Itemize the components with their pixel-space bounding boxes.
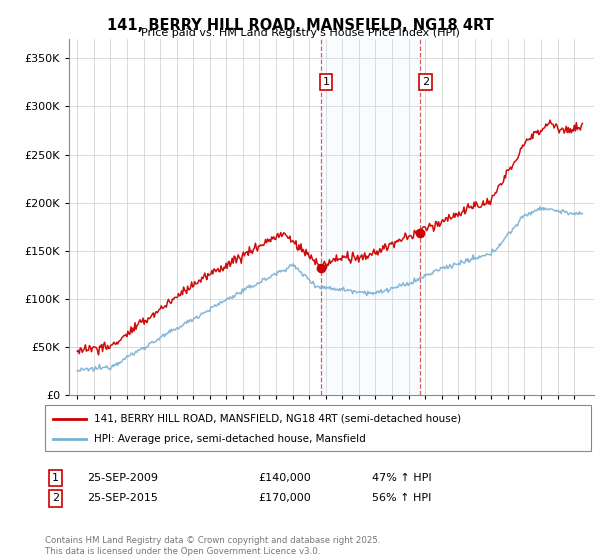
FancyBboxPatch shape — [45, 405, 591, 451]
Text: 141, BERRY HILL ROAD, MANSFIELD, NG18 4RT (semi-detached house): 141, BERRY HILL ROAD, MANSFIELD, NG18 4R… — [94, 414, 461, 424]
Text: £170,000: £170,000 — [258, 493, 311, 503]
Text: 56% ↑ HPI: 56% ↑ HPI — [372, 493, 431, 503]
Text: 141, BERRY HILL ROAD, MANSFIELD, NG18 4RT: 141, BERRY HILL ROAD, MANSFIELD, NG18 4R… — [107, 18, 493, 33]
Text: 1: 1 — [323, 77, 329, 87]
Text: 2: 2 — [422, 77, 429, 87]
Text: Price paid vs. HM Land Registry's House Price Index (HPI): Price paid vs. HM Land Registry's House … — [140, 28, 460, 38]
Text: 47% ↑ HPI: 47% ↑ HPI — [372, 473, 431, 483]
Text: HPI: Average price, semi-detached house, Mansfield: HPI: Average price, semi-detached house,… — [94, 435, 366, 444]
Text: 25-SEP-2009: 25-SEP-2009 — [87, 473, 158, 483]
Bar — [321, 39, 420, 395]
Text: 25-SEP-2015: 25-SEP-2015 — [87, 493, 158, 503]
Text: 2: 2 — [52, 493, 59, 503]
Text: 1: 1 — [52, 473, 59, 483]
Text: Contains HM Land Registry data © Crown copyright and database right 2025.
This d: Contains HM Land Registry data © Crown c… — [45, 536, 380, 556]
Text: £140,000: £140,000 — [258, 473, 311, 483]
